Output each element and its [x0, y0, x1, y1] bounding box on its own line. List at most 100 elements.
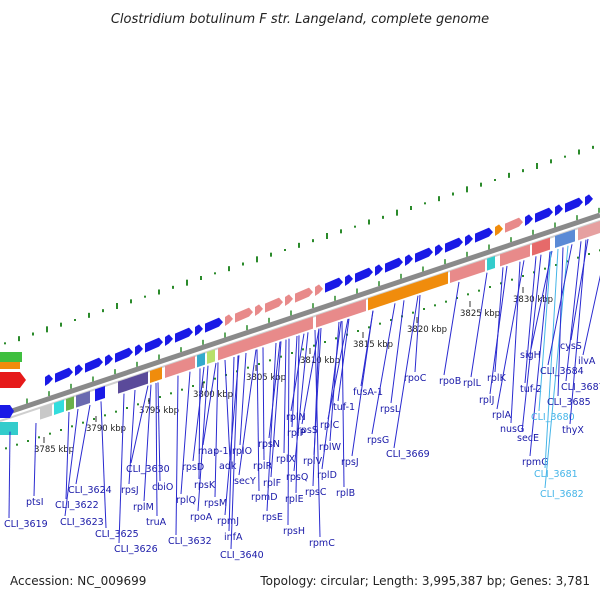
gene-leader-line: [496, 260, 525, 410]
gene-label[interactable]: secY: [234, 476, 256, 487]
gene-label[interactable]: rplR: [253, 461, 273, 472]
gene-leader-line: [544, 248, 559, 469]
gene-label[interactable]: rplB: [336, 488, 355, 499]
gene-label[interactable]: rplL: [463, 378, 482, 389]
gene-label[interactable]: CLI_3682: [540, 489, 584, 500]
gene-block-inner: [368, 271, 448, 311]
gene-label[interactable]: rpsS: [297, 425, 318, 436]
gene-label[interactable]: secE: [517, 433, 539, 444]
gene-label[interactable]: rpsK: [194, 480, 216, 491]
gene-leader-line: [192, 366, 205, 462]
gene-block-inner: [40, 403, 52, 420]
gene-label[interactable]: adk: [219, 461, 237, 472]
gene-label[interactable]: CLI_3680: [531, 412, 575, 423]
gene-label[interactable]: CLI_3623: [60, 517, 104, 528]
gene-label[interactable]: ptsI: [26, 497, 44, 508]
gene-label[interactable]: rplM: [133, 502, 154, 513]
gene-label[interactable]: rpsQ: [286, 472, 308, 483]
gene-label[interactable]: CLI_3687: [561, 382, 600, 393]
gene-label[interactable]: rpsJ: [341, 457, 359, 468]
gene-label[interactable]: rpsG: [367, 435, 389, 446]
gene-leader-line: [494, 267, 504, 373]
gene-leader-line: [570, 238, 589, 341]
gene-label[interactable]: rpsE: [262, 512, 283, 523]
gene-label[interactable]: tuf-2: [520, 384, 542, 395]
gene-label[interactable]: fusA-1: [353, 387, 383, 398]
gene-label[interactable]: rpoB: [439, 376, 461, 387]
gene-arrow-outer: [165, 334, 173, 346]
gene-label[interactable]: rpsC: [305, 487, 327, 498]
gene-label[interactable]: CLI_3625: [95, 529, 139, 540]
gene-label[interactable]: rpsD: [182, 462, 204, 473]
gene-leader-line: [180, 371, 191, 495]
gene-label[interactable]: cysS: [560, 341, 582, 352]
gene-label[interactable]: rpmJ: [217, 516, 239, 527]
gene-label[interactable]: CLI_3622: [55, 500, 99, 511]
gene-label[interactable]: rpoA: [190, 512, 213, 523]
gene-label[interactable]: rplN: [286, 412, 306, 423]
gene-block-inner: [118, 371, 148, 394]
gene-label[interactable]: rplC: [320, 420, 340, 431]
gc-dot: [368, 326, 370, 329]
gene-label[interactable]: nusG: [500, 424, 524, 435]
gene-arrow-outer: [555, 204, 563, 216]
gene-label[interactable]: rpmG: [522, 457, 549, 468]
gene-label[interactable]: truA: [146, 517, 167, 528]
gene-label[interactable]: tuf-1: [333, 402, 355, 413]
gene-block-inner: [165, 356, 195, 378]
gene-arrow-outer: [265, 297, 283, 313]
gene-label[interactable]: infA: [224, 532, 243, 543]
gene-label[interactable]: rplJ: [479, 395, 494, 406]
gene-label[interactable]: rpsM: [204, 498, 227, 509]
gene-label[interactable]: cbiO: [152, 482, 173, 493]
gene-label[interactable]: rpsH: [283, 526, 305, 537]
gene-leader-line: [521, 254, 542, 433]
gene-label[interactable]: rpsJ: [121, 485, 139, 496]
gc-dot: [170, 392, 172, 395]
gene-label[interactable]: rplX: [276, 454, 296, 465]
gene-label[interactable]: rplK: [487, 373, 507, 384]
gene-label[interactable]: CLI_3630: [126, 464, 170, 475]
gene-label[interactable]: CLI_3624: [68, 485, 112, 496]
gene-block-inner: [500, 244, 530, 267]
gene-label[interactable]: rplV: [303, 456, 323, 467]
gene-label[interactable]: rplW: [319, 442, 342, 453]
gene-leader-line: [268, 341, 281, 439]
gene-leader-line: [270, 341, 282, 478]
gc-dot: [379, 322, 381, 325]
gene-label[interactable]: CLI_3632: [168, 536, 212, 547]
gene-label[interactable]: rpmD: [251, 492, 278, 503]
gene-label[interactable]: CLI_3640: [220, 550, 264, 561]
gene-leader-line: [327, 318, 349, 420]
gene-label[interactable]: rpsL: [380, 404, 401, 415]
gene-label[interactable]: rplF: [263, 478, 281, 489]
gene-leader-line: [118, 393, 125, 544]
gc-dot: [357, 330, 359, 332]
gc-dot: [423, 308, 425, 310]
gene-label[interactable]: CLI_3684: [540, 366, 584, 377]
gene-label[interactable]: ilvA: [578, 356, 596, 367]
gene-label[interactable]: rplQ: [176, 495, 196, 506]
gene-label[interactable]: rpmC: [309, 538, 335, 549]
gene-label[interactable]: thyX: [562, 425, 584, 436]
gene-label[interactable]: CLI_3626: [114, 544, 158, 555]
gene-label[interactable]: rplE: [285, 494, 304, 505]
left-feature-cyan: [0, 422, 18, 435]
gene-label[interactable]: rpoC: [404, 373, 427, 384]
gene-arrow-outer: [465, 234, 473, 246]
gene-label[interactable]: CLI_3685: [547, 397, 591, 408]
gene-label[interactable]: rplD: [317, 470, 337, 481]
gene-leader-line: [321, 321, 342, 470]
gene-arrow-outer: [355, 267, 373, 283]
gene-label[interactable]: CLI_3681: [534, 469, 578, 480]
gene-arrow-outer: [295, 287, 313, 303]
gene-label[interactable]: rpsN: [258, 439, 280, 450]
gene-label[interactable]: CLI_3619: [4, 519, 48, 530]
left-feature-blue: [0, 405, 14, 418]
gene-label[interactable]: map-1: [198, 446, 229, 457]
gene-label[interactable]: CLI_3669: [386, 449, 430, 460]
gene-label[interactable]: sigH: [520, 350, 541, 361]
gene-label[interactable]: rplA: [492, 410, 512, 421]
gene-label[interactable]: rplP: [287, 428, 306, 439]
